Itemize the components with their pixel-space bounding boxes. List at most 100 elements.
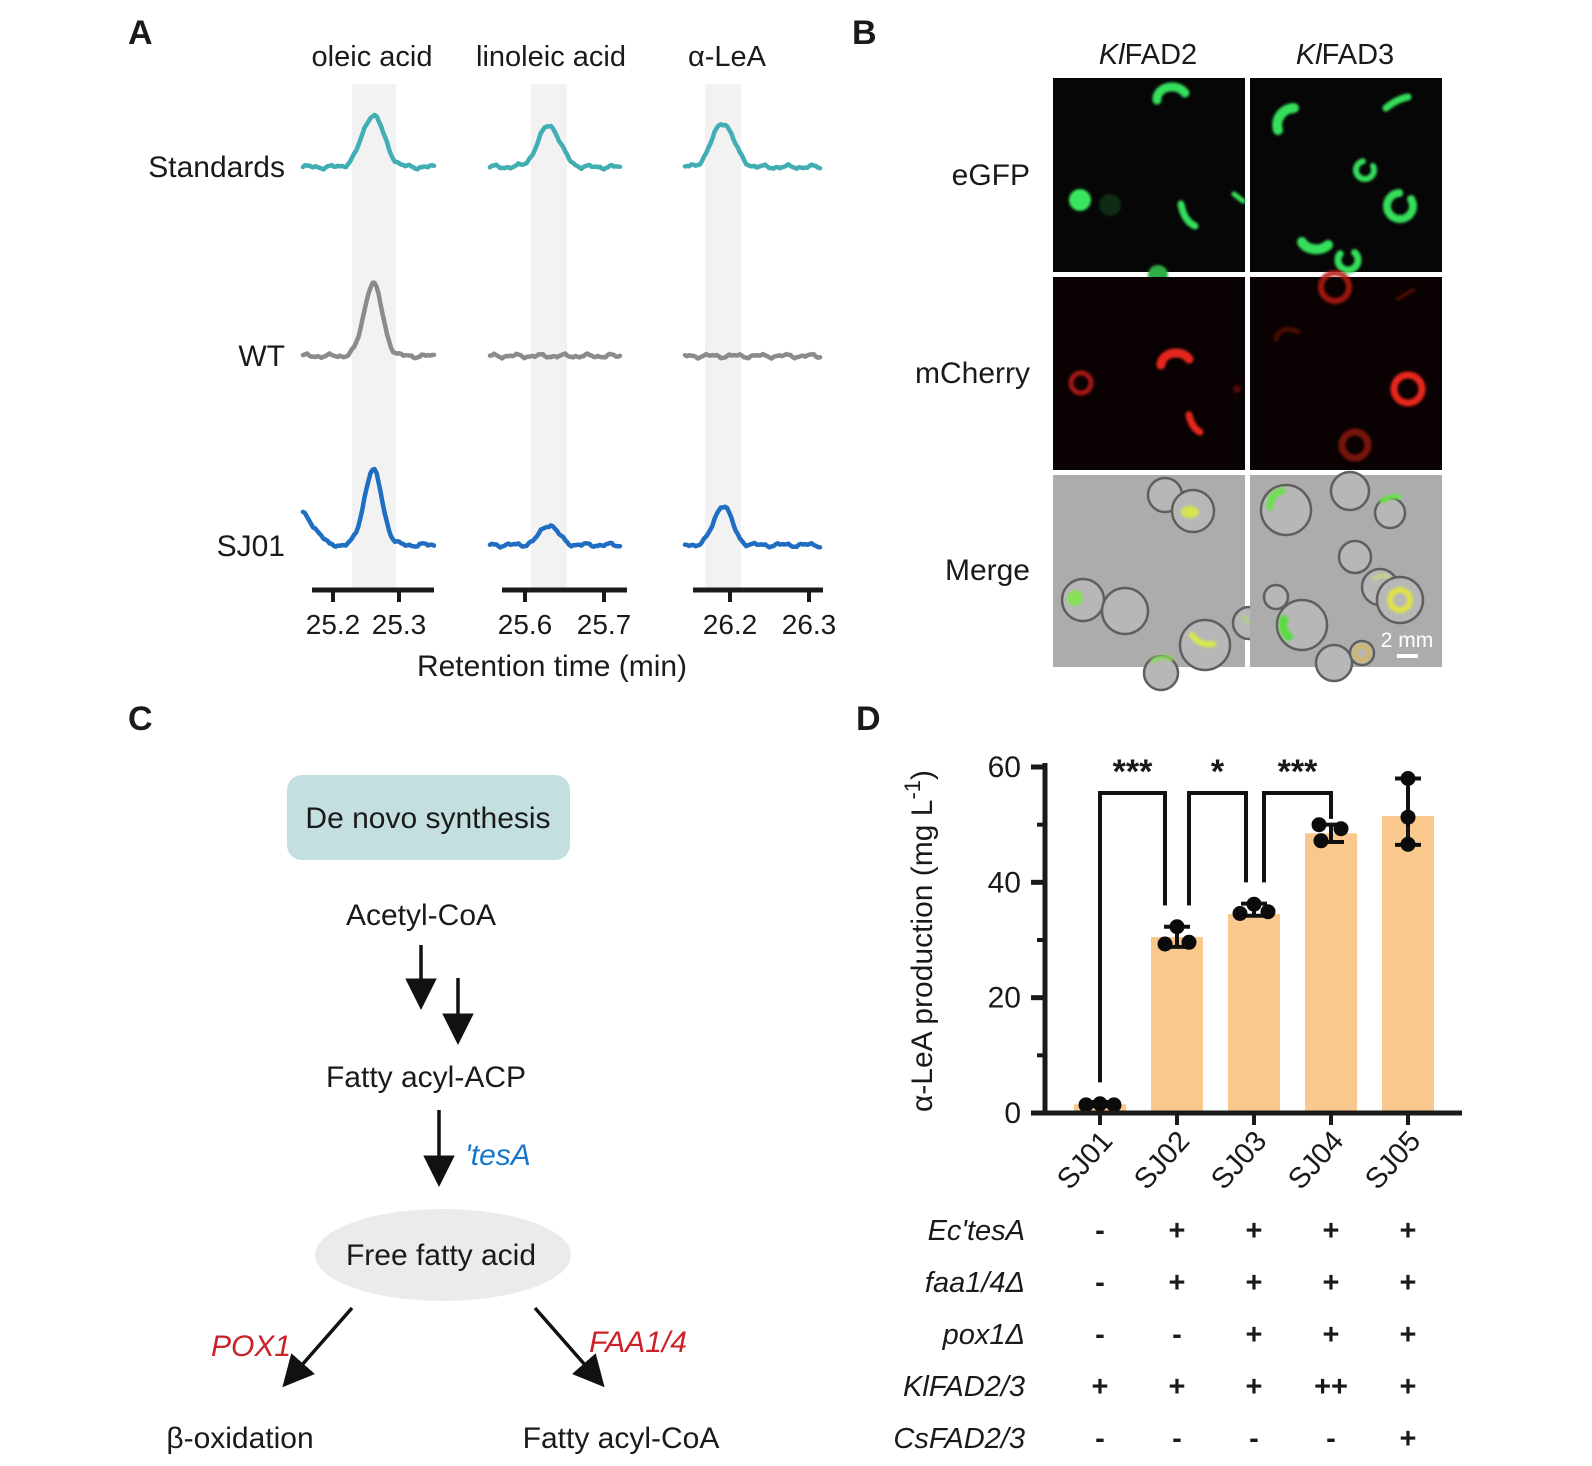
genotype-value-SJ02: +: [1169, 1215, 1186, 1247]
y-axis-title: α-LeA production (mg L-1): [900, 770, 939, 1112]
chromatogram-axes: [312, 587, 823, 602]
trace-WT-α-LeA: [682, 351, 823, 361]
genotype-value-SJ01: -: [1095, 1267, 1105, 1299]
node-acetyl-coa: Acetyl-CoA: [346, 899, 496, 932]
micrograph-mcherry-klfad3: [1250, 270, 1442, 470]
traces-layer: [300, 112, 823, 550]
bar-SJ05: [1382, 816, 1434, 1113]
dots-layer: [1078, 771, 1416, 1113]
genotype-value-SJ01: +: [1092, 1371, 1109, 1403]
genotype-value-SJ03: +: [1246, 1267, 1263, 1299]
de-novo-box: [287, 775, 570, 860]
micrograph-merge-klfad3: 2 mm: [1250, 470, 1442, 683]
row-label-sj01: SJ01: [217, 530, 285, 563]
y-tick-label: 60: [988, 751, 1021, 784]
strain-label-SJ01: SJ01: [1051, 1125, 1119, 1196]
de-novo-label: De novo synthesis: [305, 802, 550, 835]
trace-SJ01-α-LeA: [682, 504, 823, 550]
data-point-SJ04: [1311, 817, 1327, 833]
data-point-SJ01: [1092, 1096, 1108, 1112]
double-arrow: [405, 945, 474, 1045]
panel-c-pathway: C De novo synthesis Acetyl-CoA Fatty acy…: [128, 700, 720, 1455]
genotype-row-KlFAD2/3: KlFAD2/3 + + + ++ +: [903, 1371, 1416, 1403]
genotype-value-SJ03: +: [1246, 1371, 1263, 1403]
trace-SJ01-linoleic acid: [487, 523, 623, 550]
genotype-value-SJ02: -: [1172, 1423, 1182, 1455]
genotype-row-Ec'tesA: Ec'tesA - + + + +: [928, 1215, 1417, 1247]
panel-d-letter: D: [856, 700, 881, 738]
trace-Standards-α-LeA: [682, 122, 823, 171]
data-point-SJ03: [1260, 904, 1276, 920]
free-fatty-acid-ellipse: [315, 1209, 571, 1301]
panel-b-letter: B: [852, 14, 877, 52]
genotype-value-SJ04: +: [1323, 1267, 1340, 1299]
panel-a-chromatograms: A oleic acid linoleic acid α-LeA Standar…: [128, 14, 837, 683]
genotype-value-SJ03: +: [1246, 1319, 1263, 1351]
row-label-mcherry: mCherry: [915, 357, 1030, 390]
node-beta-oxidation: β-oxidation: [166, 1422, 313, 1455]
genotype-value-SJ05: +: [1400, 1267, 1417, 1299]
node-free-fatty-acid: Free fatty acid: [346, 1239, 536, 1272]
genotype-value-SJ03: -: [1249, 1423, 1259, 1455]
panel-c-letter: C: [128, 700, 153, 738]
band-alea: [705, 84, 741, 590]
tick-label: 26.3: [782, 609, 837, 640]
scale-bar: [1397, 654, 1418, 658]
retention-bands: [352, 84, 741, 590]
sig-bracket-SJ02-SJ03: [1187, 790, 1248, 906]
genotype-value-SJ01: -: [1095, 1319, 1105, 1351]
node-fatty-acyl-coa: Fatty acyl-CoA: [523, 1422, 720, 1455]
data-point-SJ04: [1333, 821, 1349, 837]
genotype-table: Ec'tesA - + + + +faa1/4Δ - + + + +pox1Δ - - + + +KlFAD2…: [893, 1215, 1416, 1455]
micrograph-merge-klfad2: [1053, 475, 1267, 692]
genotype-value-SJ04: +: [1323, 1215, 1340, 1247]
micrograph-mcherry-klfad2: [1053, 277, 1245, 470]
sig-bracket-SJ01-SJ02: [1098, 790, 1167, 1083]
data-point-SJ01: [1106, 1097, 1122, 1113]
strain-label-SJ03: SJ03: [1205, 1125, 1273, 1196]
genotype-row-label: Ec'tesA: [928, 1215, 1025, 1247]
column-header-klfad2: KlFAD2: [1099, 39, 1197, 71]
trace-Standards-oleic acid: [300, 112, 437, 172]
y-tick-label: 0: [1004, 1097, 1021, 1130]
genotype-value-SJ01: -: [1095, 1215, 1105, 1247]
data-point-SJ05: [1400, 836, 1416, 852]
micrograph-egfp-klfad3: [1250, 78, 1442, 274]
bar-SJ02: [1151, 937, 1203, 1113]
data-point-SJ02: [1181, 934, 1197, 950]
data-point-SJ03: [1232, 906, 1248, 921]
genotype-value-SJ04: ++: [1314, 1371, 1348, 1403]
strain-label-SJ04: SJ04: [1282, 1125, 1350, 1196]
genotype-value-SJ05: +: [1400, 1215, 1417, 1247]
trace-WT-linoleic acid: [487, 351, 623, 361]
genotype-value-SJ05: +: [1400, 1371, 1417, 1403]
significance-layer: *** * ***: [1098, 753, 1333, 1083]
tick-label: 25.2: [306, 609, 361, 640]
faa-arrow: [533, 1306, 605, 1388]
y-tick-label: 40: [988, 866, 1021, 899]
panel-a-letter: A: [128, 14, 153, 52]
panel-b-microscopy: B KlFAD2 KlFAD3 eGFP mCherry Merge: [852, 14, 1442, 692]
column-header-alea: α-LeA: [688, 41, 767, 73]
sig-label: ***: [1278, 753, 1318, 791]
trace-SJ01-oleic acid: [300, 466, 437, 549]
tick-label: 25.7: [577, 609, 632, 640]
genotype-row-label: CsFAD2/3: [893, 1423, 1025, 1455]
micrograph-egfp-klfad2: [1053, 78, 1246, 285]
data-point-SJ04: [1313, 833, 1329, 849]
data-point-SJ03: [1246, 896, 1262, 912]
column-header-oleic: oleic acid: [312, 41, 433, 73]
trace-Standards-linoleic acid: [487, 123, 623, 172]
enzyme-tesa-label: 'tesA: [465, 1139, 531, 1172]
data-point-SJ01: [1078, 1097, 1094, 1113]
tick-label: 26.2: [703, 609, 758, 640]
row-label-merge: Merge: [945, 554, 1030, 587]
genotype-value-SJ03: +: [1246, 1215, 1263, 1247]
genotype-value-SJ05: +: [1400, 1423, 1417, 1455]
data-point-SJ02: [1169, 919, 1185, 935]
genotype-value-SJ02: +: [1169, 1267, 1186, 1299]
enzyme-pox1-label: POX1: [211, 1330, 291, 1363]
genotype-row-pox1Δ: pox1Δ - - + + +: [942, 1319, 1417, 1351]
